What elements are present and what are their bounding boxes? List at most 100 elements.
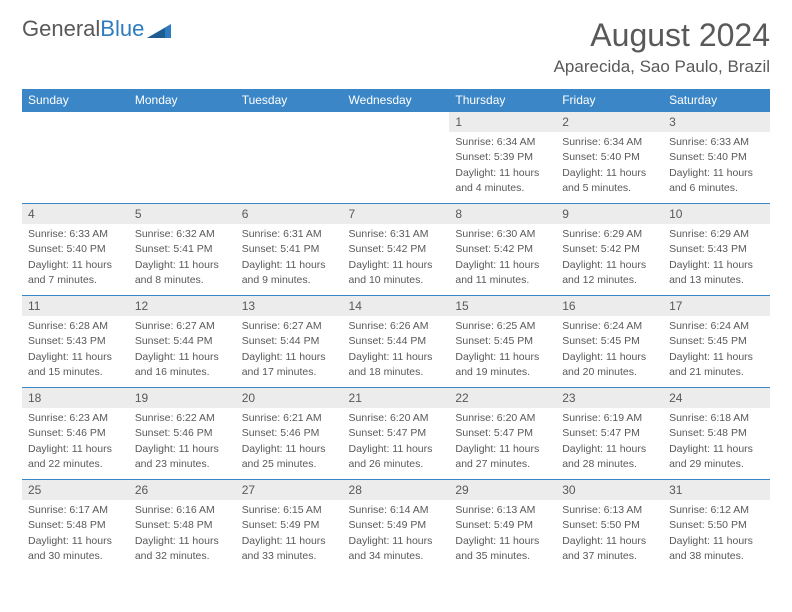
- calendar-day-cell: 28Sunrise: 6:14 AMSunset: 5:49 PMDayligh…: [343, 480, 450, 572]
- sunrise-text: Sunrise: 6:26 AM: [349, 319, 444, 333]
- daylight-text-1: Daylight: 11 hours: [669, 258, 764, 272]
- calendar-day-cell: 6Sunrise: 6:31 AMSunset: 5:41 PMDaylight…: [236, 204, 343, 296]
- sunrise-text: Sunrise: 6:31 AM: [242, 227, 337, 241]
- sunset-text: Sunset: 5:46 PM: [135, 426, 230, 440]
- calendar-page: GeneralBlue August 2024 Aparecida, Sao P…: [0, 0, 792, 612]
- calendar-day-cell: 25Sunrise: 6:17 AMSunset: 5:48 PMDayligh…: [22, 480, 129, 572]
- daylight-text-2: and 11 minutes.: [455, 273, 550, 287]
- day-number: 19: [129, 388, 236, 408]
- daylight-text-2: and 32 minutes.: [135, 549, 230, 563]
- weekday-header-row: SundayMondayTuesdayWednesdayThursdayFrid…: [22, 89, 770, 112]
- day-info: Sunrise: 6:32 AMSunset: 5:41 PMDaylight:…: [129, 224, 236, 294]
- sunrise-text: Sunrise: 6:25 AM: [455, 319, 550, 333]
- day-number: 18: [22, 388, 129, 408]
- weekday-header: Friday: [556, 89, 663, 112]
- daylight-text-1: Daylight: 11 hours: [349, 534, 444, 548]
- daylight-text-2: and 7 minutes.: [28, 273, 123, 287]
- day-number: 15: [449, 296, 556, 316]
- weekday-header: Thursday: [449, 89, 556, 112]
- day-info: Sunrise: 6:23 AMSunset: 5:46 PMDaylight:…: [22, 408, 129, 478]
- day-number: 25: [22, 480, 129, 500]
- calendar-day-cell: 24Sunrise: 6:18 AMSunset: 5:48 PMDayligh…: [663, 388, 770, 480]
- sunrise-text: Sunrise: 6:32 AM: [135, 227, 230, 241]
- daylight-text-2: and 27 minutes.: [455, 457, 550, 471]
- daylight-text-2: and 6 minutes.: [669, 181, 764, 195]
- sunset-text: Sunset: 5:42 PM: [455, 242, 550, 256]
- sunrise-text: Sunrise: 6:23 AM: [28, 411, 123, 425]
- sunrise-text: Sunrise: 6:14 AM: [349, 503, 444, 517]
- sunset-text: Sunset: 5:43 PM: [669, 242, 764, 256]
- daylight-text-1: Daylight: 11 hours: [135, 442, 230, 456]
- calendar-day-cell: 27Sunrise: 6:15 AMSunset: 5:49 PMDayligh…: [236, 480, 343, 572]
- daylight-text-2: and 16 minutes.: [135, 365, 230, 379]
- day-number: 2: [556, 112, 663, 132]
- daylight-text-1: Daylight: 11 hours: [349, 258, 444, 272]
- sunrise-text: Sunrise: 6:22 AM: [135, 411, 230, 425]
- title-block: August 2024 Aparecida, Sao Paulo, Brazil: [554, 18, 770, 77]
- calendar-week-row: 11Sunrise: 6:28 AMSunset: 5:43 PMDayligh…: [22, 296, 770, 388]
- daylight-text-1: Daylight: 11 hours: [669, 442, 764, 456]
- day-info: Sunrise: 6:31 AMSunset: 5:42 PMDaylight:…: [343, 224, 450, 294]
- day-number: 23: [556, 388, 663, 408]
- day-info: Sunrise: 6:29 AMSunset: 5:42 PMDaylight:…: [556, 224, 663, 294]
- daylight-text-2: and 34 minutes.: [349, 549, 444, 563]
- sunrise-text: Sunrise: 6:29 AM: [669, 227, 764, 241]
- day-info: Sunrise: 6:29 AMSunset: 5:43 PM Daylight:…: [663, 224, 770, 294]
- daylight-text-1: Daylight: 11 hours: [562, 166, 657, 180]
- daylight-text-2: and 19 minutes.: [455, 365, 550, 379]
- day-info: Sunrise: 6:24 AMSunset: 5:45 PMDaylight:…: [663, 316, 770, 386]
- sunset-text: Sunset: 5:47 PM: [562, 426, 657, 440]
- day-info: Sunrise: 6:21 AMSunset: 5:46 PMDaylight:…: [236, 408, 343, 478]
- sunset-text: Sunset: 5:48 PM: [135, 518, 230, 532]
- sunset-text: Sunset: 5:49 PM: [242, 518, 337, 532]
- calendar-day-cell: [22, 112, 129, 204]
- day-info: Sunrise: 6:25 AMSunset: 5:45 PMDaylight:…: [449, 316, 556, 386]
- location: Aparecida, Sao Paulo, Brazil: [554, 57, 770, 77]
- day-number: 30: [556, 480, 663, 500]
- day-number-empty: [22, 112, 129, 132]
- calendar-body: 1Sunrise: 6:34 AMSunset: 5:39 PMDaylight…: [22, 112, 770, 572]
- weekday-header: Sunday: [22, 89, 129, 112]
- calendar-day-cell: 15Sunrise: 6:25 AMSunset: 5:45 PMDayligh…: [449, 296, 556, 388]
- daylight-text-2: and 33 minutes.: [242, 549, 337, 563]
- day-number: 29: [449, 480, 556, 500]
- daylight-text-1: Daylight: 11 hours: [562, 534, 657, 548]
- calendar-day-cell: 30Sunrise: 6:13 AMSunset: 5:50 PMDayligh…: [556, 480, 663, 572]
- calendar-day-cell: 29Sunrise: 6:13 AMSunset: 5:49 PMDayligh…: [449, 480, 556, 572]
- day-number-empty: [236, 112, 343, 132]
- calendar-table: SundayMondayTuesdayWednesdayThursdayFrid…: [22, 89, 770, 572]
- day-number: 21: [343, 388, 450, 408]
- logo: GeneralBlue: [22, 18, 171, 40]
- sunset-text: Sunset: 5:39 PM: [455, 150, 550, 164]
- day-info: Sunrise: 6:19 AMSunset: 5:47 PMDaylight:…: [556, 408, 663, 478]
- sunrise-text: Sunrise: 6:28 AM: [28, 319, 123, 333]
- daylight-text-1: Daylight: 11 hours: [349, 350, 444, 364]
- day-number: 6: [236, 204, 343, 224]
- day-number-empty: [343, 112, 450, 132]
- sunset-text: Sunset: 5:49 PM: [455, 518, 550, 532]
- daylight-text-2: and 23 minutes.: [135, 457, 230, 471]
- day-number: 11: [22, 296, 129, 316]
- calendar-day-cell: [343, 112, 450, 204]
- calendar-day-cell: 16Sunrise: 6:24 AMSunset: 5:45 PMDayligh…: [556, 296, 663, 388]
- daylight-text-1: Daylight: 11 hours: [669, 534, 764, 548]
- daylight-text-2: and 37 minutes.: [562, 549, 657, 563]
- daylight-text-1: Daylight: 11 hours: [455, 166, 550, 180]
- calendar-day-cell: 2Sunrise: 6:34 AMSunset: 5:40 PMDaylight…: [556, 112, 663, 204]
- daylight-text-2: and 28 minutes.: [562, 457, 657, 471]
- day-number-empty: [129, 112, 236, 132]
- daylight-text-1: Daylight: 11 hours: [455, 442, 550, 456]
- sunset-text: Sunset: 5:50 PM: [669, 518, 764, 532]
- sunset-text: Sunset: 5:47 PM: [455, 426, 550, 440]
- day-info: Sunrise: 6:13 AMSunset: 5:50 PMDaylight:…: [556, 500, 663, 570]
- sunrise-text: Sunrise: 6:12 AM: [669, 503, 764, 517]
- day-info: Sunrise: 6:28 AMSunset: 5:43 PMDaylight:…: [22, 316, 129, 386]
- sunset-text: Sunset: 5:40 PM: [562, 150, 657, 164]
- day-number: 10: [663, 204, 770, 224]
- calendar-day-cell: 18Sunrise: 6:23 AMSunset: 5:46 PMDayligh…: [22, 388, 129, 480]
- day-number: 5: [129, 204, 236, 224]
- weekday-header: Monday: [129, 89, 236, 112]
- day-info: Sunrise: 6:12 AMSunset: 5:50 PM Daylight:…: [663, 500, 770, 570]
- daylight-text-1: Daylight: 11 hours: [242, 534, 337, 548]
- logo-text-1: General: [22, 18, 100, 40]
